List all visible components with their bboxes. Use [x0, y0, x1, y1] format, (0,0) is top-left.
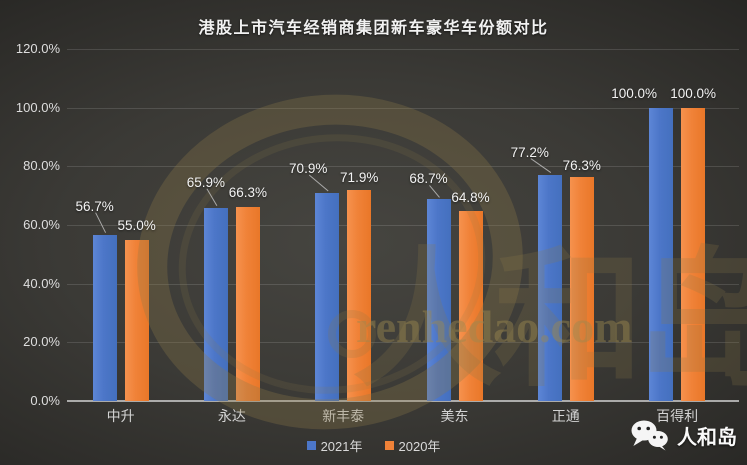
bar-2020年: [347, 190, 372, 401]
bar-2020年: [458, 210, 483, 401]
chart-title: 港股上市汽车经销商集团新车豪华车份额对比: [198, 20, 549, 37]
y-tick-label: 100.0%: [15, 99, 60, 115]
y-tick-label: 20.0%: [23, 334, 60, 350]
bar-2021年: [92, 234, 117, 401]
leader-line: [308, 174, 329, 192]
y-tick-label: 60.0%: [23, 217, 60, 232]
legend-label: 2021年: [320, 439, 363, 454]
grid-line: [67, 342, 739, 344]
category-label: 新丰泰: [322, 408, 365, 424]
value-label: 76.3%: [562, 158, 601, 174]
grid-line: [67, 107, 739, 109]
y-tick-label: 40.0%: [23, 275, 60, 291]
grid-line: [67, 283, 739, 285]
value-label: 71.9%: [340, 170, 379, 186]
y-tick-label: 80.0%: [23, 158, 60, 174]
bar-2021年: [537, 174, 562, 401]
value-label: 68.7%: [409, 171, 448, 187]
bar-2021年: [649, 107, 674, 401]
value-label: 66.3%: [228, 184, 268, 200]
value-label: 77.2%: [510, 144, 549, 160]
legend-item-2021年: 2021年: [306, 436, 363, 455]
bar-2020年: [124, 239, 149, 401]
value-label: 55.0%: [117, 217, 156, 233]
value-label: 65.9%: [186, 174, 226, 190]
brand-name: 人和岛: [677, 427, 737, 449]
bar-2021年: [203, 207, 228, 401]
legend-swatch: [384, 441, 394, 450]
bar-2020年: [235, 206, 260, 401]
bar-2020年: [681, 107, 706, 401]
value-label: 100.0%: [611, 85, 657, 101]
value-label: 100.0%: [670, 85, 716, 101]
grid-line: [67, 166, 739, 168]
category-label: 中升: [106, 408, 135, 424]
legend: 2021年 2020年: [0, 436, 747, 455]
category-label: 美东: [440, 408, 469, 424]
legend-swatch: [306, 441, 316, 450]
leader-line: [95, 212, 107, 233]
leader-line: [206, 188, 218, 206]
legend-label: 2020年: [398, 439, 441, 454]
wechat-icon: [631, 420, 668, 451]
grid-line: [67, 400, 739, 402]
value-label: 56.7%: [75, 198, 114, 214]
bar-2021年: [426, 199, 451, 401]
bar-2020年: [569, 177, 594, 401]
grid-line: [67, 225, 739, 226]
brand-badge: 人和岛: [630, 419, 737, 452]
legend-item-2020年: 2020年: [384, 436, 441, 455]
category-label: 百得利: [656, 408, 699, 424]
y-tick-label: 0.0%: [30, 393, 60, 408]
category-label: 正通: [551, 408, 580, 424]
y-tick-label: 120.0%: [15, 41, 60, 56]
bar-2021年: [315, 193, 340, 401]
value-label: 70.9%: [289, 161, 328, 177]
value-label: 64.8%: [451, 189, 490, 205]
category-label: 永达: [217, 408, 246, 424]
grid-line: [67, 49, 739, 50]
